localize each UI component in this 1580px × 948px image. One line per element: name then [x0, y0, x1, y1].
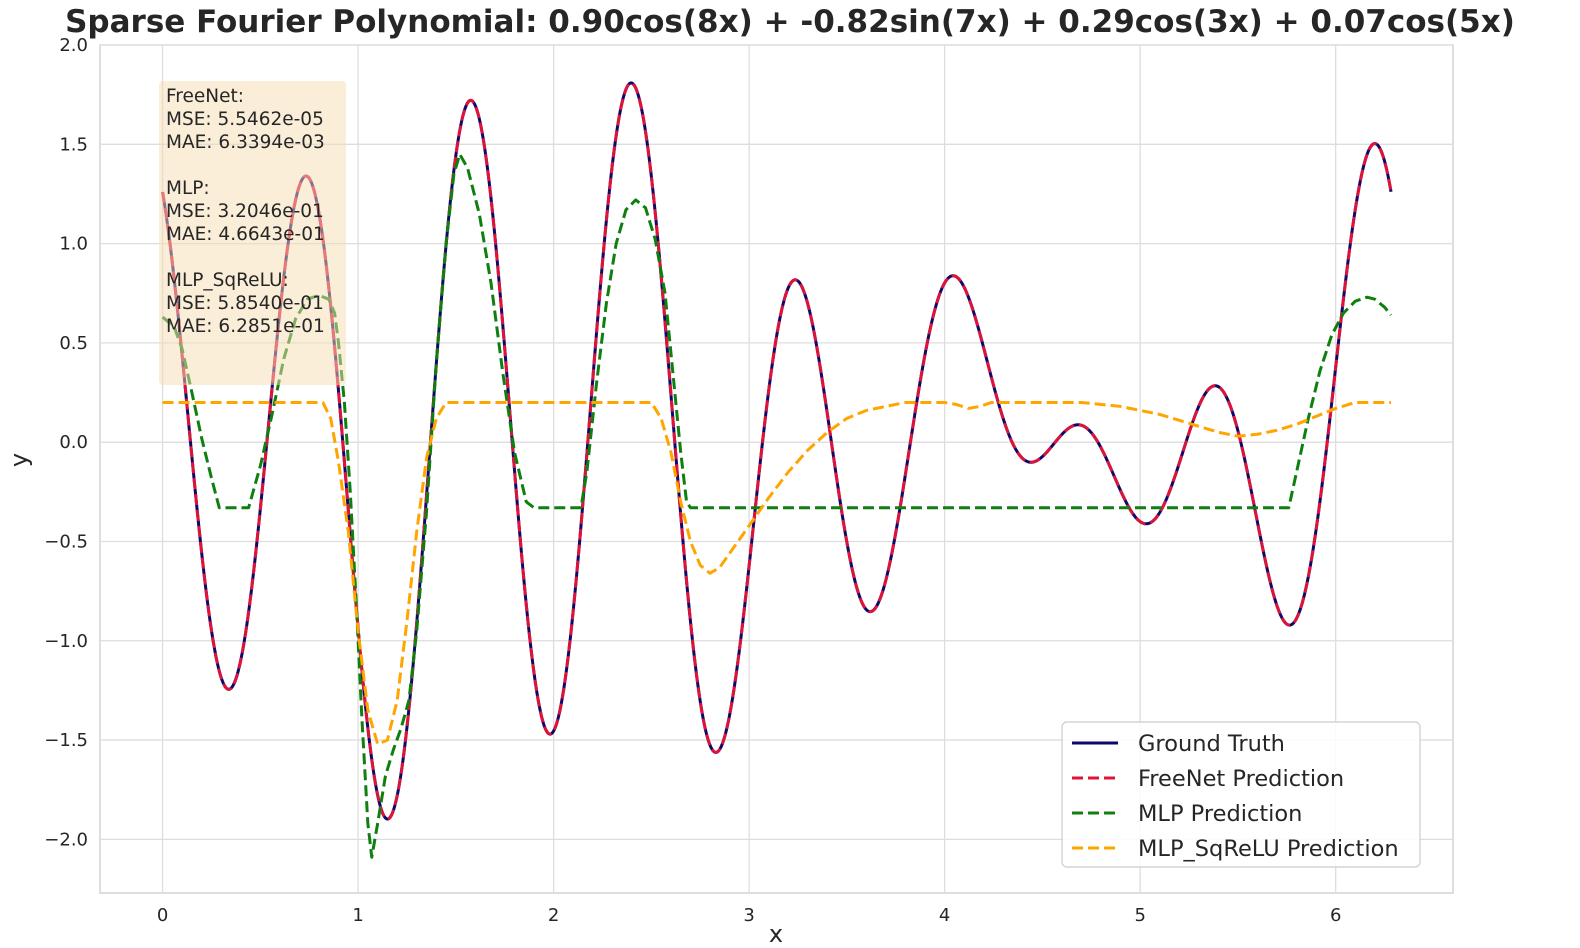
x-tick-label: 5 — [1134, 905, 1145, 926]
y-tick-label: −2.0 — [44, 829, 88, 850]
y-tick-label: 0.0 — [59, 432, 88, 453]
metrics-box-background — [159, 81, 346, 385]
metrics-line: MLP: — [166, 178, 210, 199]
metrics-line: MSE: 5.5462e-05 — [166, 109, 324, 130]
metrics-line: MAE: 4.6643e-01 — [166, 224, 325, 245]
y-tick-label: −1.5 — [44, 730, 88, 751]
y-tick-label: 1.0 — [59, 234, 88, 255]
y-axis-label: y — [5, 453, 33, 467]
legend-box — [1061, 721, 1421, 868]
y-tick-label: 0.5 — [59, 333, 88, 354]
legend-label: Ground Truth — [1138, 731, 1285, 757]
tick-labels: 0 1 2 3 4 5 6 2.0 1.5 1.0 0.5 0.0 −0.5 −1.0 −1.5 −2.0 — [44, 35, 1341, 926]
legend-label: MLP Prediction — [1138, 801, 1302, 827]
chart-title: Sparse Fourier Polynomial: 0.90cos(8x) +… — [65, 4, 1515, 40]
metrics-line: MSE: 3.2046e-01 — [166, 201, 324, 222]
legend: Ground Truth FreeNet Prediction MLP Predic… — [1061, 721, 1421, 868]
metrics-line: MAE: 6.3394e-03 — [166, 132, 325, 153]
x-tick-label: 2 — [548, 905, 559, 926]
series-line-mlp-sqrelu-prediction — [162, 400, 1392, 746]
metrics-line: FreeNet: — [166, 86, 244, 107]
x-axis-label: x — [769, 920, 783, 948]
metrics-line: MLP_SqReLU: — [166, 270, 289, 291]
series-line-freenet-prediction — [161, 81, 1393, 821]
x-tick-label: 0 — [157, 905, 168, 926]
y-tick-label: 2.0 — [59, 35, 88, 56]
x-tick-label: 6 — [1330, 905, 1341, 926]
legend-label: MLP_SqReLU Prediction — [1138, 836, 1399, 862]
x-tick-label: 4 — [939, 905, 950, 926]
metrics-line: MSE: 5.8540e-01 — [166, 293, 324, 314]
x-tick-label: 3 — [743, 905, 754, 926]
y-tick-label: −1.0 — [44, 631, 88, 652]
metrics-line: MAE: 6.2851e-01 — [166, 316, 325, 337]
y-tick-label: 1.5 — [59, 134, 88, 155]
y-tick-label: −0.5 — [44, 531, 88, 552]
legend-label: FreeNet Prediction — [1138, 766, 1344, 792]
x-tick-label: 1 — [352, 905, 363, 926]
